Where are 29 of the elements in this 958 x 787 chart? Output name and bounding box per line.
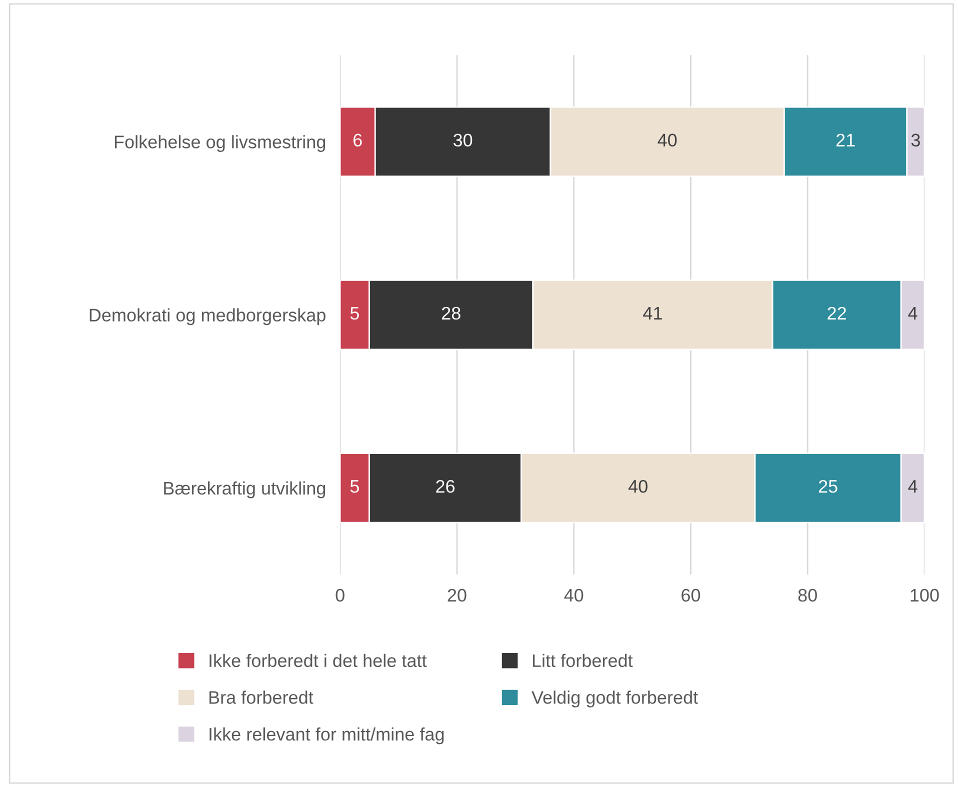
legend-label: Ikke forberedt i det hele tatt (210, 654, 427, 668)
data-label: 6 (354, 134, 362, 147)
legend-label: Veldig godt forberedt (532, 690, 698, 708)
x-tick-label: 100 (910, 588, 939, 602)
y-tick-label: Demokrati og medborgerskap (90, 308, 326, 326)
x-tick-label: 20 (448, 588, 466, 602)
data-label: 25 (818, 480, 838, 493)
data-label: 22 (828, 306, 846, 320)
legend-label: Ikke relevant for mitt/mine fag (210, 727, 444, 744)
legend-label: Bra forberedt (209, 690, 314, 704)
data-label: 41 (643, 307, 662, 320)
data-label: 28 (442, 306, 460, 320)
data-label: 4 (908, 480, 918, 493)
data-label: 26 (436, 480, 455, 493)
data-label: 5 (350, 307, 359, 320)
data-label: 5 (350, 480, 359, 493)
y-tick-label: Folkehelse og livsmestring (114, 135, 326, 152)
data-label: 40 (658, 134, 677, 147)
data-label: 40 (628, 480, 648, 493)
data-label: 3 (911, 134, 920, 147)
data-label: 4 (908, 307, 918, 320)
y-tick-label: Bærekraftig utvikling (164, 481, 326, 498)
data-label: 21 (836, 134, 855, 146)
x-tick-label: 40 (564, 588, 584, 602)
data-label: 30 (453, 134, 472, 147)
x-tick-label: 0 (336, 588, 344, 602)
x-tick-label: 80 (798, 588, 817, 602)
legend-label: Litt forberedt (532, 654, 633, 668)
x-tick-label: 60 (682, 588, 700, 602)
